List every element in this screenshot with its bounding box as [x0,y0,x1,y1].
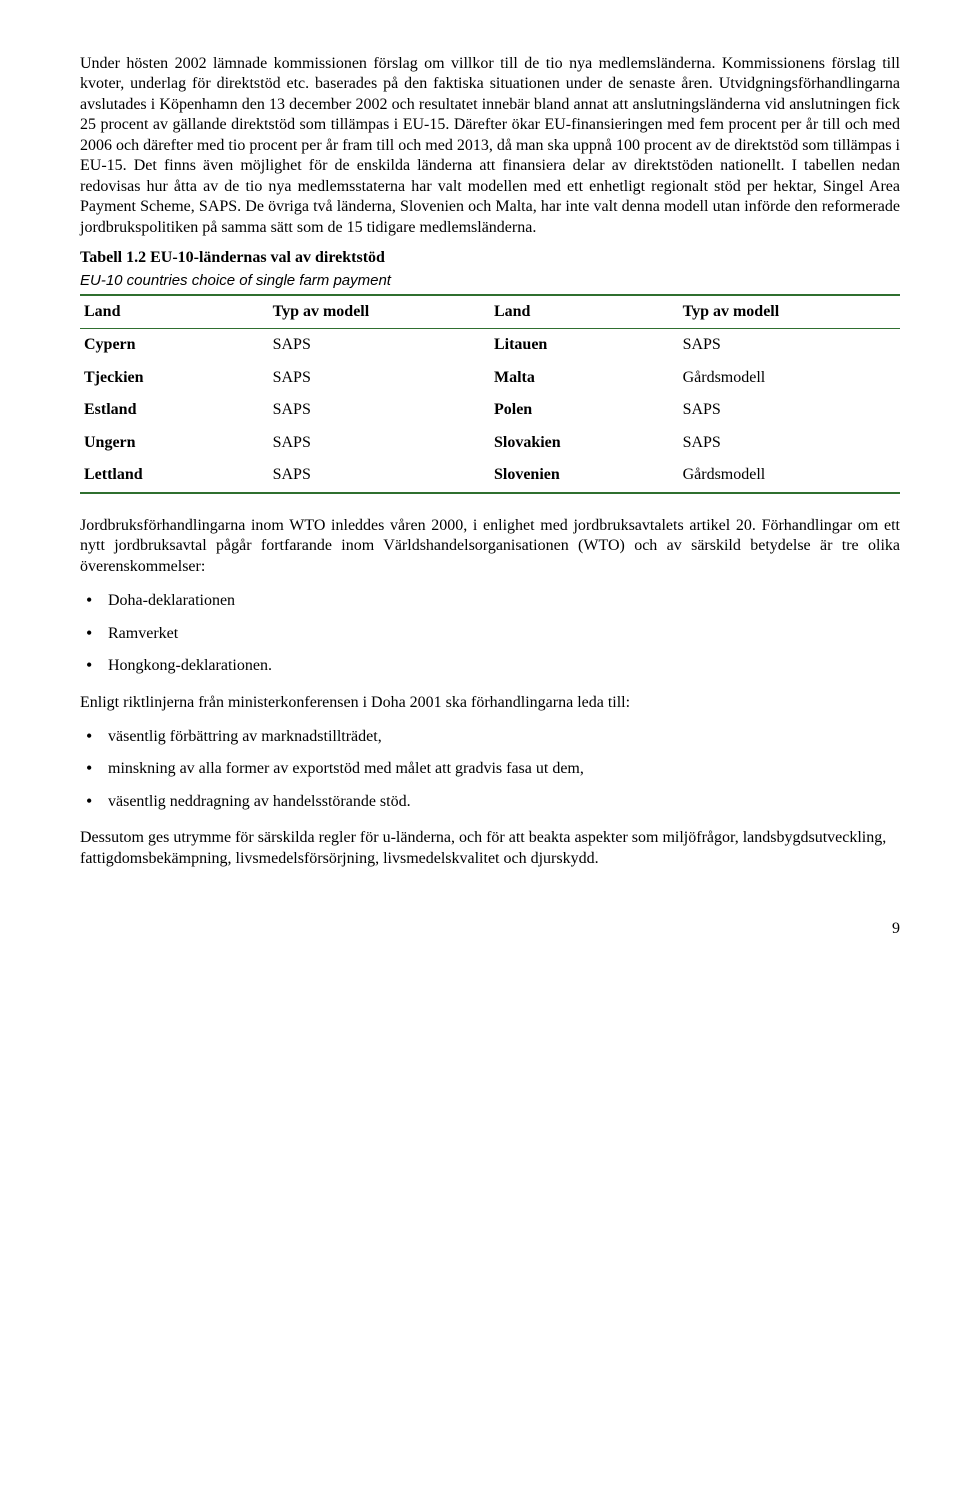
list-item: Doha-deklarationen [80,585,900,617]
paragraph-2: Jordbruksförhandlingarna inom WTO inledd… [80,516,900,577]
col-header: Land [80,295,269,329]
cell: Slovenien [490,459,679,492]
list-item: minskning av alla former av exportstöd m… [80,753,900,785]
cell: Polen [490,394,679,426]
table-row: Estland SAPS Polen SAPS [80,394,900,426]
cell: SAPS [679,329,900,362]
table-row: Ungern SAPS Slovakien SAPS [80,427,900,459]
cell: Gårdsmodell [679,362,900,394]
table-row: Lettland SAPS Slovenien Gårdsmodell [80,459,900,492]
cell: Litauen [490,329,679,362]
cell: SAPS [269,394,490,426]
col-header: Land [490,295,679,329]
cell: SAPS [679,427,900,459]
eu10-table: Land Typ av modell Land Typ av modell Cy… [80,294,900,494]
cell: Estland [80,394,269,426]
col-header: Typ av modell [679,295,900,329]
cell: SAPS [679,394,900,426]
page-number: 9 [80,919,900,939]
bullet-list-2: väsentlig förbättring av marknadstillträ… [80,721,900,818]
list-item: Ramverket [80,618,900,650]
cell: SAPS [269,427,490,459]
table-header-row: Land Typ av modell Land Typ av modell [80,295,900,329]
table-title: Tabell 1.2 EU-10-ländernas val av direkt… [80,248,900,268]
table-row: Tjeckien SAPS Malta Gårdsmodell [80,362,900,394]
cell: Cypern [80,329,269,362]
col-header: Typ av modell [269,295,490,329]
bullet-list-1: Doha-deklarationen Ramverket Hongkong-de… [80,585,900,682]
cell: Tjeckien [80,362,269,394]
list-item: väsentlig neddragning av handelsstörande… [80,786,900,818]
cell: Slovakien [490,427,679,459]
cell: Lettland [80,459,269,492]
cell: Ungern [80,427,269,459]
cell: SAPS [269,459,490,492]
paragraph-4: Dessutom ges utrymme för särskilda regle… [80,828,900,869]
cell: Malta [490,362,679,394]
paragraph-1: Under hösten 2002 lämnade kommissionen f… [80,54,900,238]
table-subtitle: EU-10 countries choice of single farm pa… [80,271,900,290]
paragraph-3: Enligt riktlinjerna från ministerkonfere… [80,693,900,713]
table-row: Cypern SAPS Litauen SAPS [80,329,900,362]
cell: SAPS [269,329,490,362]
list-item: Hongkong-deklarationen. [80,650,900,682]
list-item: väsentlig förbättring av marknadstillträ… [80,721,900,753]
cell: Gårdsmodell [679,459,900,492]
cell: SAPS [269,362,490,394]
